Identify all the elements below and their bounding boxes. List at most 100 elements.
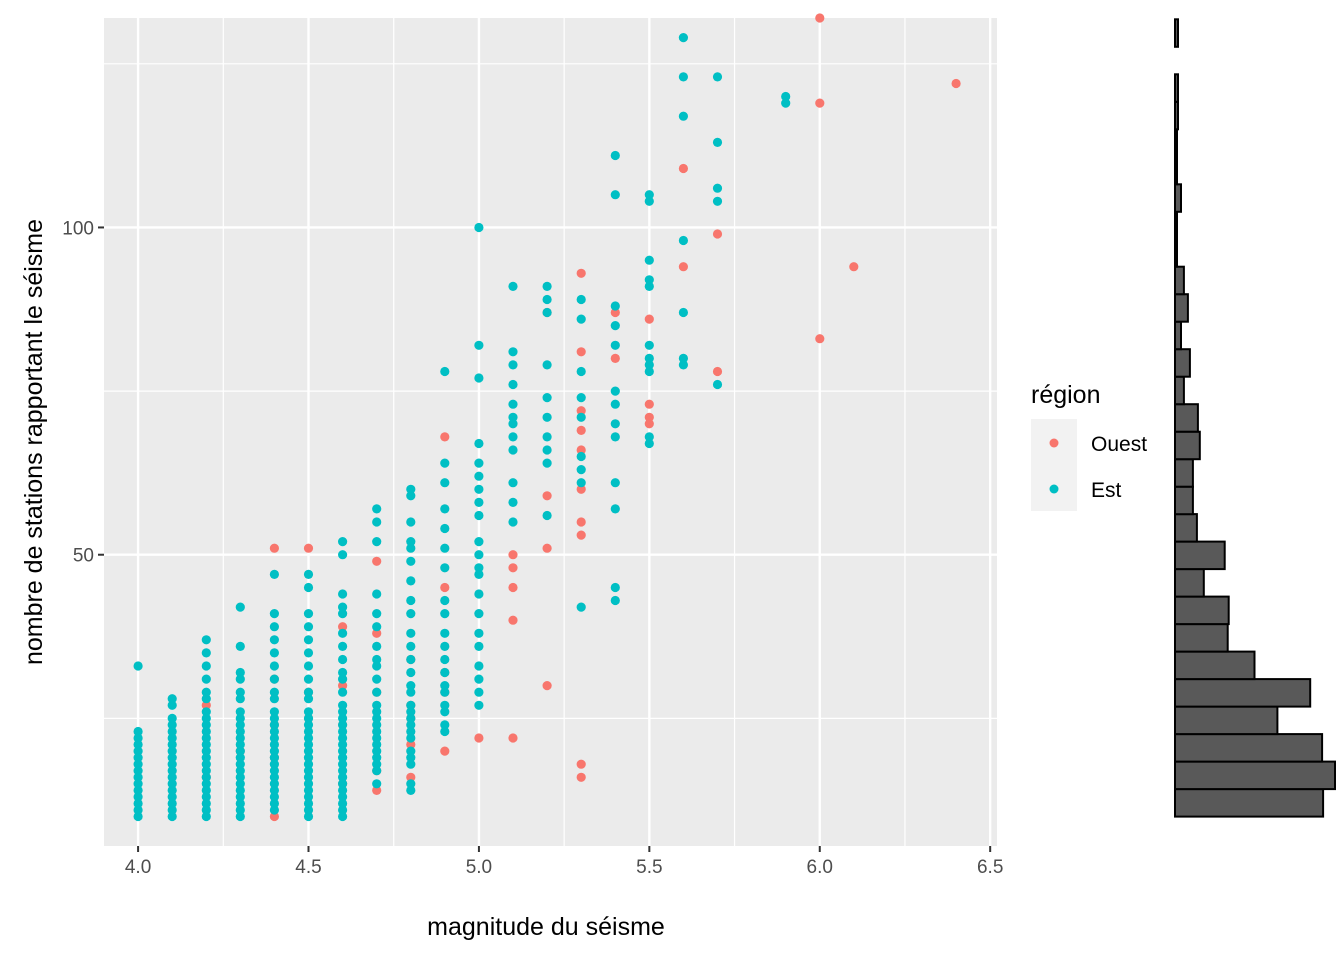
legend-key-ouest <box>1049 438 1059 448</box>
point-est <box>712 379 723 390</box>
point-est <box>508 419 518 429</box>
point-est <box>167 720 177 730</box>
point-est <box>474 537 484 547</box>
point-est <box>338 785 348 796</box>
point-est <box>269 792 279 802</box>
point-est <box>508 412 518 422</box>
point-est <box>167 733 177 743</box>
point-est <box>406 576 416 586</box>
point-est <box>542 393 552 403</box>
point-est <box>338 753 348 763</box>
point-est <box>474 340 484 350</box>
point-est <box>542 307 552 318</box>
point-ouest <box>303 543 314 553</box>
point-est <box>235 602 245 612</box>
point-est <box>269 798 279 809</box>
point-ouest <box>508 733 518 743</box>
point-est <box>542 510 552 521</box>
histogram-bar <box>1174 403 1199 433</box>
legend-title: région <box>1031 381 1101 409</box>
point-est <box>678 111 689 121</box>
point-ouest <box>576 425 586 435</box>
histogram-bar <box>1174 210 1178 241</box>
point-est <box>338 654 348 665</box>
point-est <box>235 707 245 717</box>
point-est <box>235 805 245 815</box>
point-est <box>133 772 143 782</box>
point-est <box>201 687 211 697</box>
point-est <box>372 537 382 547</box>
point-est <box>303 772 314 782</box>
point-est <box>201 661 211 671</box>
point-est <box>201 811 211 822</box>
point-est <box>269 674 279 684</box>
point-est <box>474 497 484 507</box>
point-est <box>406 707 416 717</box>
point-est <box>508 379 518 390</box>
point-est <box>440 654 450 665</box>
point-est <box>406 753 416 763</box>
point-est <box>167 739 177 750</box>
point-est <box>269 694 279 704</box>
point-est <box>338 726 348 737</box>
point-est <box>235 753 245 763</box>
point-est <box>201 648 211 658</box>
point-est <box>474 484 484 494</box>
histogram-bar <box>1174 128 1178 158</box>
point-est <box>167 785 177 796</box>
point-est <box>440 707 450 717</box>
point-est <box>269 687 279 697</box>
point-ouest <box>372 785 382 796</box>
point-est <box>235 720 245 730</box>
point-est <box>576 465 586 475</box>
point-est <box>406 628 416 638</box>
point-est <box>303 726 314 737</box>
point-est <box>338 792 348 802</box>
point-est <box>338 772 348 782</box>
histogram-bar <box>1174 238 1178 268</box>
point-est <box>644 366 654 377</box>
point-est <box>303 707 314 717</box>
point-est <box>678 33 689 43</box>
point-ouest <box>372 628 382 638</box>
point-est <box>235 733 245 743</box>
point-est <box>372 713 382 724</box>
y-tick-label: 50 <box>73 546 94 567</box>
point-est <box>610 595 620 606</box>
point-est <box>303 648 314 658</box>
histogram-bar <box>1174 320 1182 351</box>
point-est <box>338 759 348 769</box>
point-ouest <box>849 262 859 272</box>
point-est <box>269 635 279 645</box>
point-est <box>167 694 177 704</box>
point-est <box>269 609 279 619</box>
point-est <box>542 458 552 468</box>
point-est <box>303 733 314 743</box>
point-est <box>678 307 689 318</box>
point-est <box>644 353 654 363</box>
point-est <box>201 707 211 717</box>
point-ouest <box>576 517 586 527</box>
point-est <box>610 386 620 396</box>
point-est <box>440 667 450 678</box>
point-ouest <box>406 739 416 750</box>
point-est <box>406 785 416 796</box>
point-est <box>372 674 382 684</box>
point-est <box>712 137 723 147</box>
point-est <box>303 753 314 763</box>
point-est <box>542 281 552 291</box>
point-est <box>440 458 450 468</box>
point-est <box>406 667 416 678</box>
point-est <box>338 667 348 678</box>
point-ouest <box>576 445 586 455</box>
point-est <box>440 478 450 488</box>
point-est <box>372 654 382 665</box>
point-est <box>303 569 314 580</box>
point-est <box>338 798 348 809</box>
point-est <box>610 399 620 409</box>
point-est <box>338 811 348 822</box>
point-est <box>610 301 620 311</box>
point-ouest <box>678 262 689 272</box>
point-ouest <box>576 484 586 494</box>
point-est <box>474 471 484 481</box>
